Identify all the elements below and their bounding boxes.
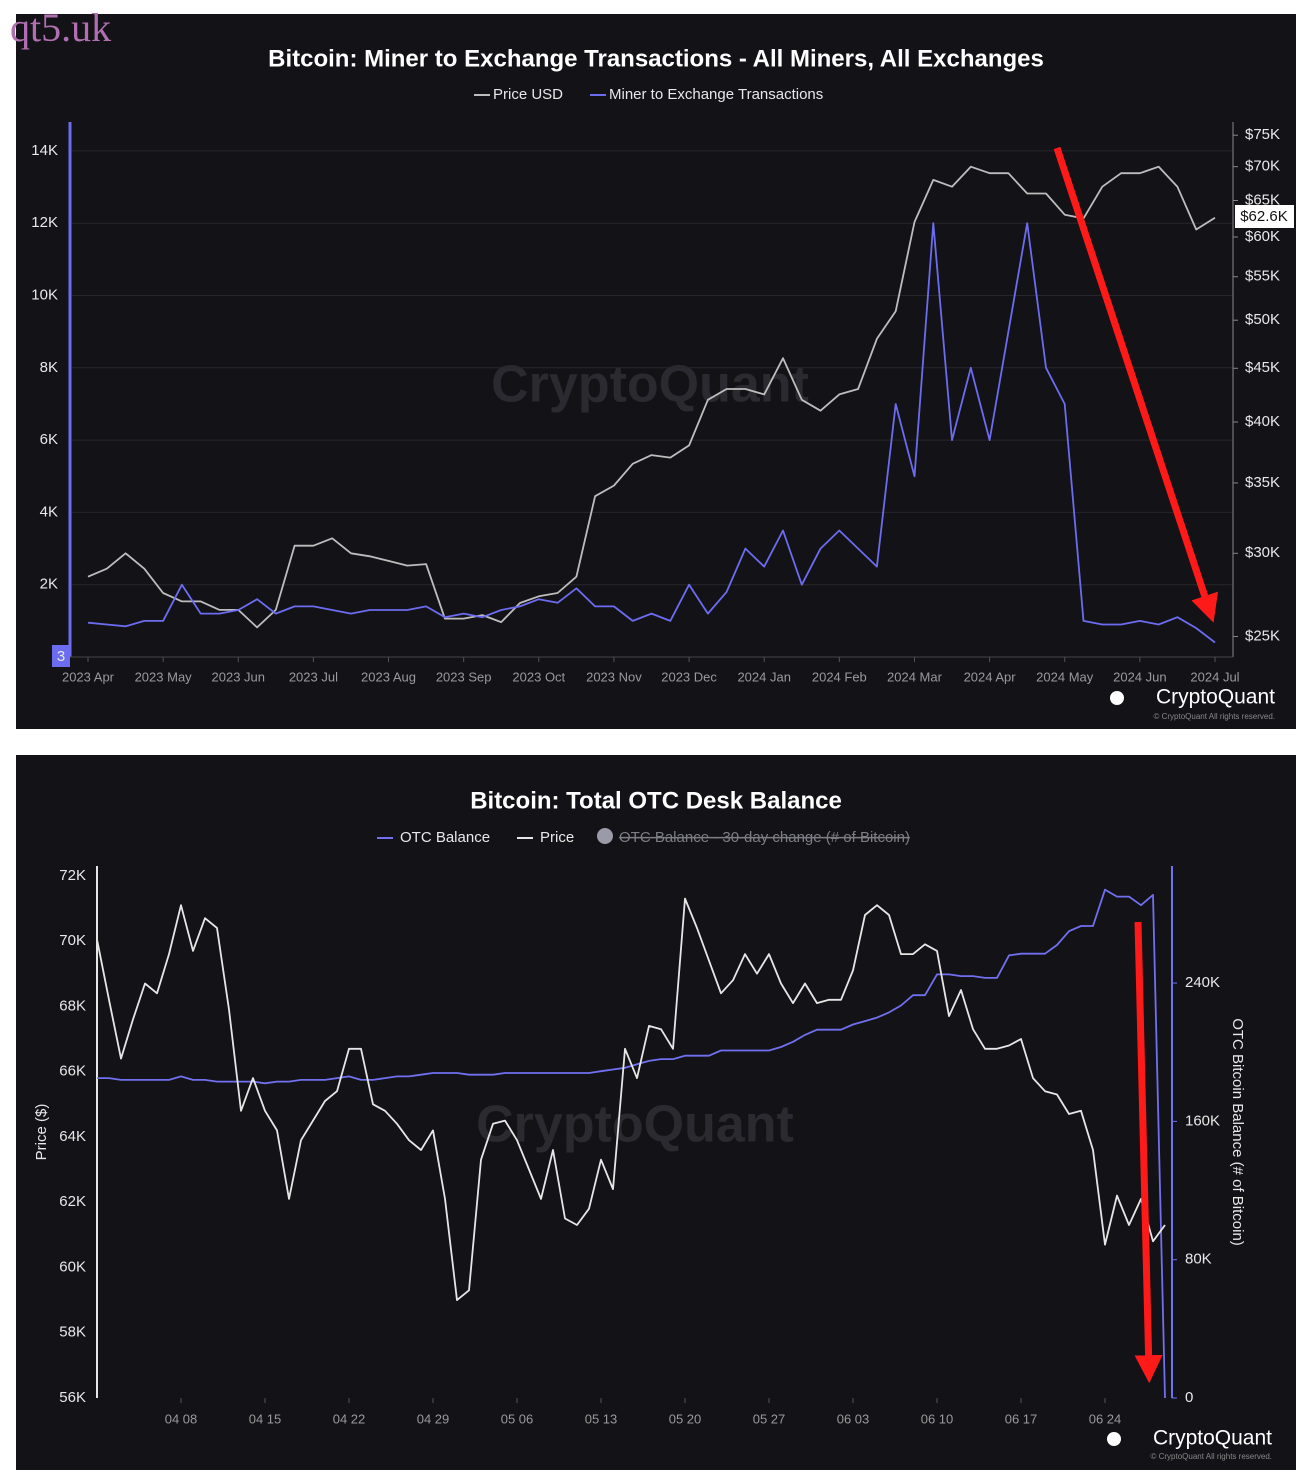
y-tick-label: 2K: [40, 576, 58, 593]
logo-mark: [1110, 691, 1124, 705]
watermark: CryptoQuant: [491, 356, 809, 414]
x-tick-label: 2024 May: [1036, 669, 1094, 684]
cursor-label: 3: [57, 648, 65, 665]
panel-2: [16, 755, 1296, 1470]
series-line: [96, 897, 1166, 1301]
legend-label: Price USD: [493, 86, 563, 103]
arrow: [1134, 921, 1163, 1384]
x-tick-label: 2023 Apr: [62, 669, 115, 684]
x-tick-label: 2024 Feb: [812, 669, 867, 684]
legend-label-hidden: OTC Balance - 30-day change (# of Bitcoi…: [619, 829, 910, 846]
overlay-watermark: qt5.uk: [10, 5, 111, 50]
logo-mark: [1107, 1432, 1121, 1446]
y-tick-label: 4K: [40, 503, 58, 520]
x-tick-label: 2023 Aug: [361, 669, 416, 684]
y-tick-label: 66K: [59, 1063, 86, 1080]
arrow: [1053, 146, 1219, 623]
x-tick-label: 2023 Sep: [436, 669, 492, 684]
x-tick-label: 04 08: [165, 1411, 198, 1426]
x-tick-label: 06 24: [1089, 1411, 1122, 1426]
chart-title: Bitcoin: Miner to Exchange Transactions …: [268, 45, 1044, 72]
y2-tick-label: $35K: [1245, 474, 1280, 491]
chart-title: Bitcoin: Total OTC Desk Balance: [470, 787, 842, 814]
charts: CryptoQuant Bitcoin: Miner to Exchange Tr…: [31, 45, 1294, 1461]
legend-label: Price: [540, 829, 574, 846]
y2-axis-title: OTC Bitcoin Balance (# of Bitcoin): [1229, 1018, 1246, 1246]
copyright: © CryptoQuant All rights reserved.: [1154, 712, 1276, 721]
x-tick-label: 05 13: [585, 1411, 618, 1426]
y-axis-title: Price ($): [33, 1104, 50, 1161]
y-tick-label: 72K: [59, 867, 86, 884]
y2-tick-label: 240K: [1185, 974, 1220, 991]
copyright: © CryptoQuant All rights reserved.: [1151, 1452, 1273, 1461]
y-tick-label: 14K: [31, 142, 58, 159]
y-tick-label: 60K: [59, 1258, 86, 1275]
x-tick-label: 2024 Mar: [887, 669, 943, 684]
y-tick-label: 8K: [40, 359, 58, 376]
x-tick-label: 2024 Jun: [1113, 669, 1167, 684]
y2-tick-label: $50K: [1245, 311, 1280, 328]
y-tick-label: 56K: [59, 1389, 86, 1406]
x-tick-label: 2023 Jun: [212, 669, 266, 684]
y2-tick-label: $70K: [1245, 158, 1280, 175]
x-tick-label: 04 29: [417, 1411, 450, 1426]
logo: CryptoQuant: [1156, 686, 1275, 709]
y-tick-label: 6K: [40, 431, 58, 448]
y2-tick-label: $60K: [1245, 228, 1280, 245]
x-tick-label: 06 10: [921, 1411, 954, 1426]
y-tick-label: 12K: [31, 214, 58, 231]
x-tick-label: 05 27: [753, 1411, 786, 1426]
x-tick-label: 06 17: [1005, 1411, 1038, 1426]
price-tag: [1235, 205, 1294, 228]
y2-tick-label: $75K: [1245, 126, 1280, 143]
x-tick-label: 05 20: [669, 1411, 702, 1426]
y-tick-label: 64K: [59, 1128, 86, 1145]
y2-tick-label: 80K: [1185, 1251, 1212, 1268]
y2-tick-label: $65K: [1245, 191, 1280, 208]
y2-tick-label: $25K: [1245, 627, 1280, 644]
x-tick-label: 2024 Jan: [737, 669, 791, 684]
y2-tick-label: 160K: [1185, 1112, 1220, 1129]
logo: CryptoQuant: [1153, 1427, 1272, 1450]
y-tick-label: 62K: [59, 1193, 86, 1210]
legend-label: OTC Balance: [400, 829, 490, 846]
legend-swatch: [597, 828, 613, 844]
x-tick-label: 2024 Jul: [1190, 669, 1239, 684]
x-tick-label: 2024 Apr: [964, 669, 1017, 684]
x-tick-label: 05 06: [501, 1411, 534, 1426]
cursor-tag: [52, 645, 70, 667]
y-tick-label: 68K: [59, 997, 86, 1014]
x-tick-label: 2023 Jul: [289, 669, 338, 684]
legend-label: Miner to Exchange Transactions: [609, 86, 823, 103]
series-line: [87, 165, 1216, 629]
y2-tick-label: $55K: [1245, 268, 1280, 285]
x-tick-label: 04 22: [333, 1411, 366, 1426]
x-tick-label: 2023 Oct: [512, 669, 565, 684]
x-tick-label: 04 15: [249, 1411, 282, 1426]
x-tick-label: 2023 Dec: [661, 669, 717, 684]
x-tick-label: 2023 Nov: [586, 669, 642, 684]
y2-tick-label: $45K: [1245, 359, 1280, 376]
series-line: [87, 222, 1216, 644]
x-tick-label: 2023 May: [135, 669, 193, 684]
y2-tick-label: 0: [1185, 1389, 1193, 1406]
x-tick-label: 06 03: [837, 1411, 870, 1426]
price-tag-label: $62.6K: [1240, 208, 1288, 225]
y-tick-label: 10K: [31, 286, 58, 303]
watermark: CryptoQuant: [476, 1096, 794, 1154]
y2-tick-label: $40K: [1245, 413, 1280, 430]
y-tick-label: 58K: [59, 1324, 86, 1341]
y-tick-label: 70K: [59, 932, 86, 949]
y2-tick-label: $30K: [1245, 544, 1280, 561]
series-line: [97, 888, 1166, 1399]
